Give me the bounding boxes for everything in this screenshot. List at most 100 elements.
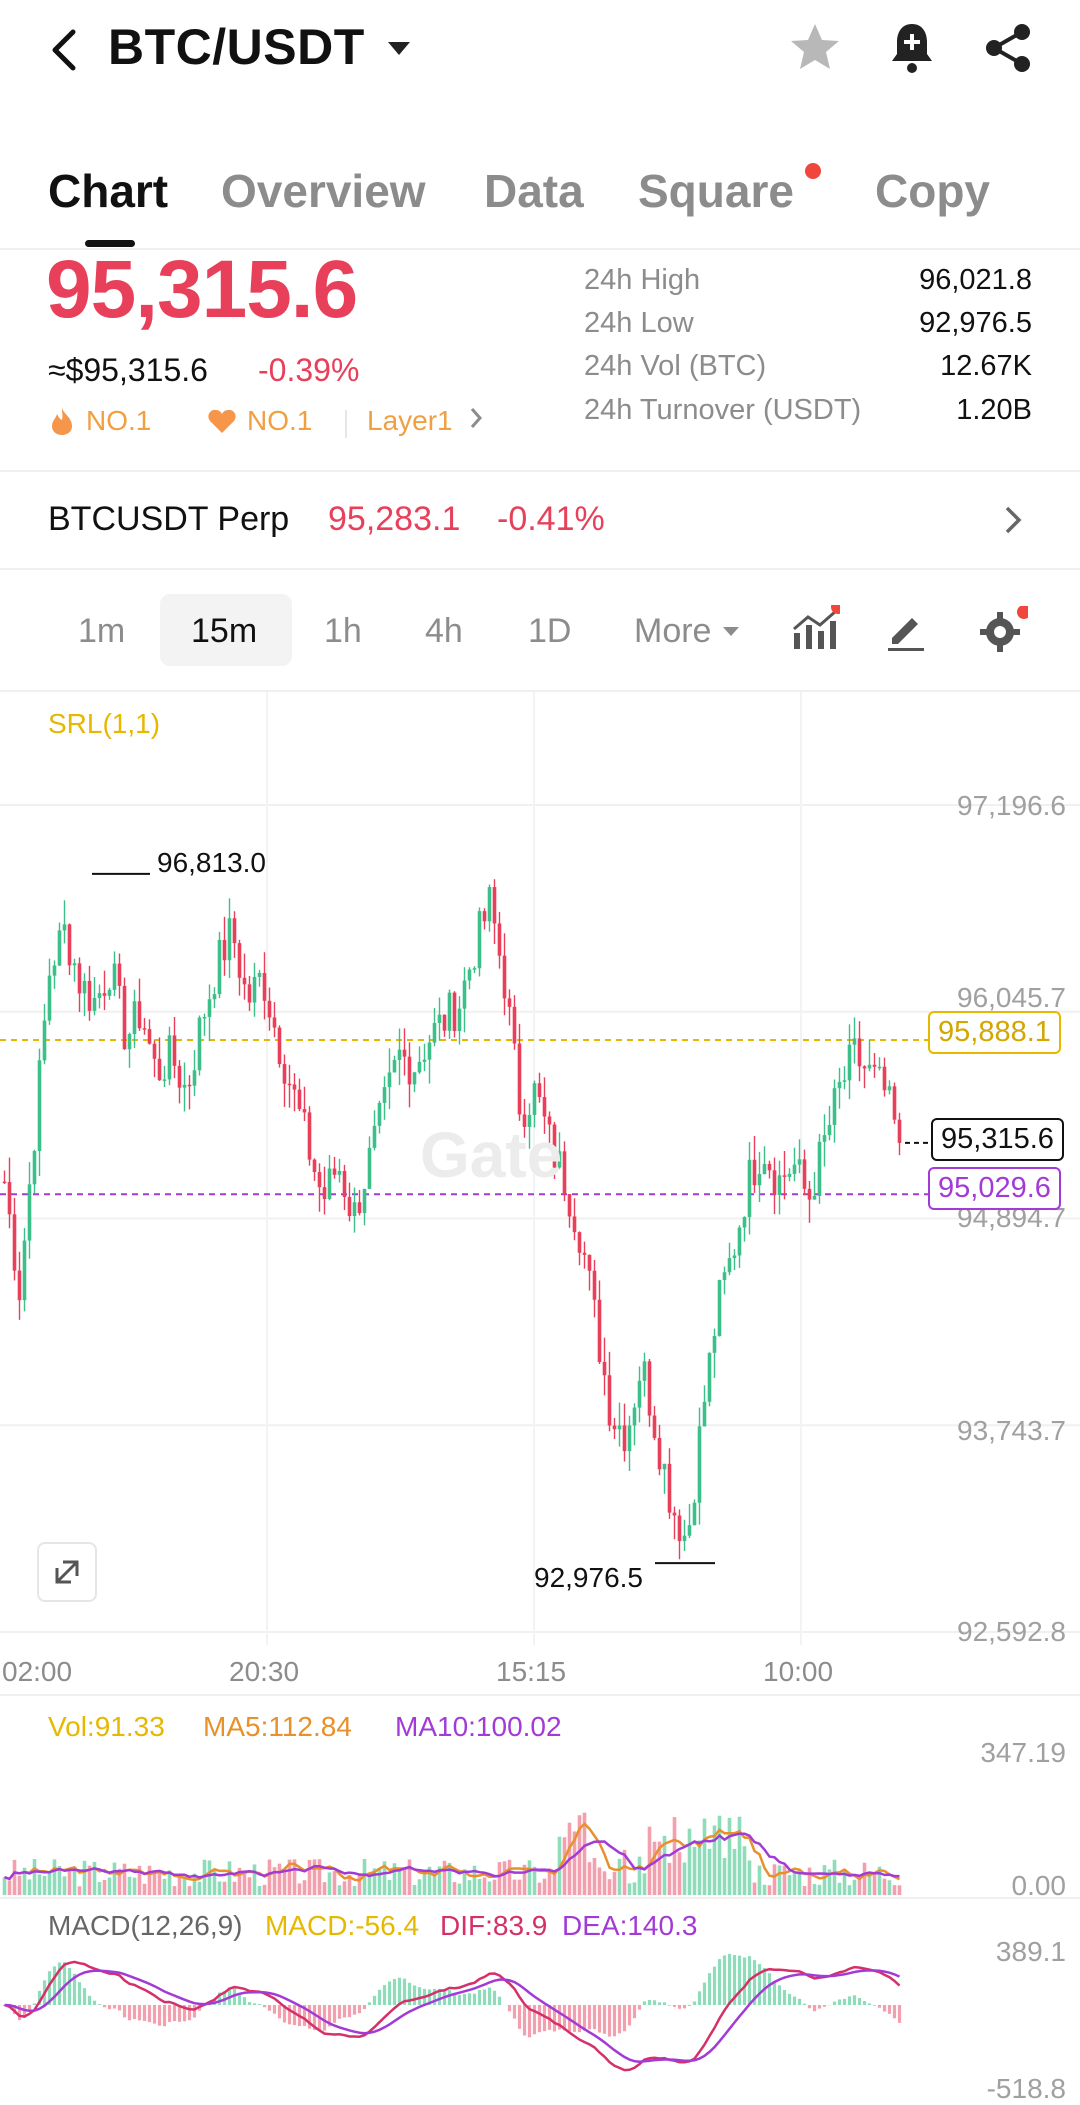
candle-body <box>878 1067 882 1069</box>
macd-histogram-bar <box>673 2005 676 2007</box>
macd-histogram-bar <box>148 2005 151 2022</box>
interval-more[interactable]: More <box>634 612 739 651</box>
volume-bar <box>458 1884 462 1895</box>
tab-square[interactable]: Square <box>638 164 794 218</box>
volume-bar <box>513 1880 517 1895</box>
heart-icon <box>207 407 237 435</box>
price-chart[interactable] <box>0 692 1080 2103</box>
candle-body <box>38 1060 42 1151</box>
perp-label: BTCUSDT Perp <box>48 500 289 539</box>
candle-body <box>128 1034 132 1049</box>
high-marker-label: 96,813.0 <box>157 847 266 879</box>
volume-bar <box>888 1880 892 1895</box>
category-tag[interactable]: Layer1 <box>367 405 483 437</box>
fullscreen-icon[interactable] <box>37 1542 97 1602</box>
candle-body <box>103 993 107 996</box>
candle-body <box>858 1038 862 1066</box>
candle-body <box>443 1015 447 1031</box>
macd-dea: DEA:140.3 <box>562 1910 697 1942</box>
macd-histogram-bar <box>723 1955 726 2005</box>
candle-body <box>3 1182 7 1184</box>
volume-bar <box>503 1861 507 1895</box>
chevron-down-icon[interactable] <box>388 42 410 55</box>
macd-histogram-bar <box>668 2005 671 2006</box>
volume-bar <box>853 1880 857 1895</box>
volume-bar <box>638 1857 642 1895</box>
interval-1d[interactable]: 1D <box>528 612 571 651</box>
candle-body <box>418 1062 422 1072</box>
candle-body <box>698 1426 702 1502</box>
notification-dot <box>805 163 821 179</box>
candle-body <box>238 943 242 978</box>
fav-rank[interactable]: NO.1 <box>207 405 312 437</box>
pair-title[interactable]: BTC/USDT <box>108 18 365 76</box>
volume-bar <box>553 1873 557 1895</box>
volume-bar <box>258 1886 262 1895</box>
divider <box>0 568 1080 570</box>
volume-bar <box>788 1875 792 1895</box>
macd-histogram-bar <box>463 1994 466 2005</box>
volume-bar <box>733 1849 737 1895</box>
interval-15m[interactable]: 15m <box>191 612 257 651</box>
tab-data[interactable]: Data <box>484 164 584 218</box>
low-marker-label: 92,976.5 <box>534 1562 643 1594</box>
volume-bar <box>528 1860 532 1895</box>
macd-histogram-bar <box>708 1973 711 2005</box>
star-icon[interactable] <box>785 18 845 78</box>
interval-1m[interactable]: 1m <box>78 612 125 651</box>
candle-body <box>713 1336 717 1353</box>
draw-pencil-icon[interactable] <box>884 608 928 657</box>
volume-bar <box>418 1879 422 1895</box>
candle-body <box>483 911 487 921</box>
indicator-icon[interactable] <box>790 605 840 660</box>
macd-histogram-bar <box>538 2005 541 2032</box>
macd-value: MACD:-56.4 <box>265 1910 419 1942</box>
candle-body <box>253 977 257 1003</box>
macd-histogram-bar <box>498 1997 501 2005</box>
macd-histogram-bar <box>893 2005 896 2018</box>
volume-bar <box>598 1867 602 1895</box>
macd-histogram-bar <box>118 2005 121 2010</box>
macd-histogram-bar <box>583 2005 586 2031</box>
divider <box>345 410 347 438</box>
candle-body <box>828 1125 832 1135</box>
volume-bar <box>408 1859 412 1895</box>
bell-add-icon[interactable] <box>882 18 942 78</box>
chevron-right-icon[interactable] <box>1003 504 1023 541</box>
tab-copy[interactable]: Copy <box>875 164 990 218</box>
share-icon[interactable] <box>978 18 1038 78</box>
interval-1h[interactable]: 1h <box>324 612 362 651</box>
volume-bar <box>593 1858 597 1895</box>
candle-body <box>153 1044 157 1059</box>
hot-rank[interactable]: NO.1 <box>48 405 151 437</box>
candle-body <box>13 1214 17 1270</box>
candle-body <box>888 1086 892 1090</box>
macd-histogram-bar <box>278 2005 281 2018</box>
macd-histogram-bar <box>413 1985 416 2005</box>
candle-body <box>723 1272 727 1280</box>
volume-bar <box>333 1871 337 1895</box>
candle-body <box>198 1018 202 1071</box>
back-icon[interactable] <box>45 22 85 78</box>
settings-gear-icon[interactable] <box>978 606 1028 661</box>
candle-body <box>638 1381 642 1408</box>
volume-bar <box>98 1882 102 1895</box>
macd-histogram-bar <box>248 2002 251 2005</box>
candle-body <box>178 1066 182 1088</box>
macd-histogram-bar <box>468 1993 471 2005</box>
volume-bar <box>628 1883 632 1895</box>
candle-body <box>373 1126 377 1148</box>
tab-overview[interactable]: Overview <box>221 164 426 218</box>
perp-change: -0.41% <box>497 500 605 539</box>
interval-4h[interactable]: 4h <box>425 612 463 651</box>
volume-bar <box>508 1860 512 1895</box>
tab-chart[interactable]: Chart <box>48 164 168 218</box>
volume-bar <box>818 1885 822 1895</box>
macd-histogram-bar <box>898 2005 901 2023</box>
candle-body <box>678 1515 682 1541</box>
macd-histogram-bar <box>838 1999 841 2005</box>
candle-body <box>593 1271 597 1300</box>
volume-bar <box>33 1859 37 1895</box>
macd-histogram-bar <box>493 1991 496 2005</box>
macd-histogram-bar <box>123 2005 126 2017</box>
